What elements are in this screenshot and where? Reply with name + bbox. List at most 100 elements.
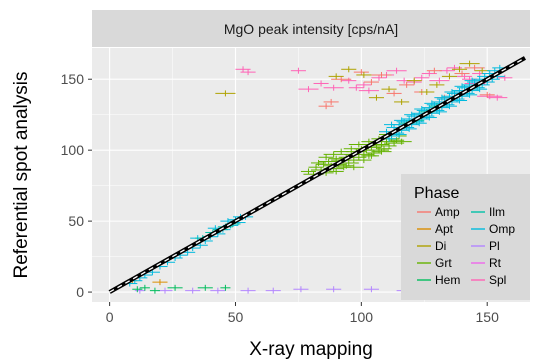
data-point-grt <box>371 148 392 155</box>
data-point-spl <box>298 86 319 93</box>
data-point-hem <box>149 287 160 294</box>
data-point-omp <box>444 88 460 95</box>
data-points <box>122 60 513 294</box>
data-point-grt <box>311 159 327 166</box>
data-point-amp <box>323 98 339 105</box>
data-point-pl <box>265 287 281 294</box>
data-point-di <box>328 73 344 80</box>
legend-label-pl: Pl <box>489 239 500 253</box>
x-axis-ticks: 0 50 100 150 <box>106 302 499 325</box>
legend-label-ilm: Ilm <box>489 205 505 219</box>
legend-label-amp: Amp <box>435 205 460 219</box>
data-point-di <box>406 77 422 84</box>
data-point-pl <box>185 287 201 294</box>
data-point-hem <box>220 284 231 291</box>
data-point-hem <box>167 284 183 291</box>
data-point-omp <box>464 77 480 84</box>
data-point-grt <box>384 140 405 147</box>
title-strip <box>92 10 530 47</box>
data-point-pl <box>293 286 309 293</box>
data-point-hem <box>132 286 143 293</box>
minor-gridlines <box>92 48 530 302</box>
data-point-spl <box>290 67 306 74</box>
data-point-spl <box>313 80 329 87</box>
legend-background <box>401 174 530 300</box>
data-point-pl <box>240 287 256 294</box>
y-axis-ticks: 0 50 100 150 <box>61 71 92 300</box>
data-point-spl <box>386 67 407 74</box>
data-point-grt <box>318 154 334 161</box>
data-point-spl <box>429 77 450 84</box>
data-point-grt <box>333 148 349 155</box>
data-point-amp <box>353 69 369 76</box>
data-point-di <box>419 88 435 95</box>
data-point-grt <box>391 138 412 145</box>
data-point-grt <box>363 152 379 159</box>
legend-label-di: Di <box>435 239 446 253</box>
data-point-amp <box>464 64 485 71</box>
legend-items: Amp Apt Di Grt Hem Ilm Omp Pl Rt Spl <box>417 205 515 287</box>
legend-label-grt: Grt <box>435 256 452 270</box>
y-tick-label: 150 <box>61 71 85 87</box>
data-point-spl <box>487 94 508 101</box>
reference-lines <box>108 56 526 294</box>
data-point-omp <box>404 111 420 118</box>
data-point-spl <box>477 93 503 100</box>
data-point-hem <box>139 284 150 291</box>
data-point-omp <box>434 94 450 101</box>
data-point-amp <box>331 76 352 83</box>
data-point-spl <box>497 74 513 81</box>
data-point-grt <box>338 162 354 169</box>
data-point-di <box>356 71 372 78</box>
data-point-di <box>429 81 445 88</box>
data-point-omp <box>421 114 437 121</box>
x-tick-label: 50 <box>228 309 244 325</box>
x-axis-title: X-ray mapping <box>249 339 373 360</box>
data-point-spl <box>371 74 387 81</box>
data-point-grt <box>318 158 339 165</box>
data-point-omp <box>391 131 407 138</box>
data-point-di <box>215 90 236 97</box>
data-point-di <box>451 66 468 73</box>
y-tick-label: 100 <box>61 142 85 158</box>
data-point-grt <box>368 147 390 154</box>
data-point-di <box>341 66 357 73</box>
data-point-grt <box>343 164 364 171</box>
data-point-di <box>459 60 480 67</box>
legend-label-rt: Rt <box>489 256 502 270</box>
legend-label-omp: Omp <box>489 222 515 236</box>
legend-title: Phase <box>414 185 459 202</box>
data-point-spl <box>240 69 256 76</box>
data-point-di <box>381 86 397 93</box>
data-point-hem <box>197 284 213 291</box>
legend-label-apt: Apt <box>435 222 454 236</box>
data-point-pl <box>363 286 379 293</box>
data-point-di <box>368 94 384 101</box>
data-point-pl <box>210 287 226 294</box>
data-point-spl <box>414 74 430 81</box>
regression-line <box>109 57 526 293</box>
data-point-amp <box>426 67 442 74</box>
data-point-apt <box>152 279 168 286</box>
data-point-grt <box>356 157 372 164</box>
data-point-grt <box>328 168 344 175</box>
legend-label-spl: Spl <box>489 273 506 287</box>
data-point-omp <box>462 91 478 98</box>
y-tick-label: 0 <box>76 284 84 300</box>
data-point-amp <box>318 103 334 110</box>
data-point-amp <box>454 70 470 77</box>
x-tick-label: 0 <box>106 309 114 325</box>
y-axis-title: Referential spot analysis <box>11 72 32 279</box>
x-tick-label: 150 <box>476 309 500 325</box>
x-tick-label: 100 <box>350 309 374 325</box>
data-point-di <box>441 73 457 80</box>
data-point-amp <box>371 71 392 78</box>
data-point-amp <box>399 81 415 88</box>
data-point-spl <box>356 81 372 88</box>
data-point-amp <box>479 91 495 98</box>
data-point-amp <box>386 90 402 97</box>
data-point-omp <box>451 97 468 104</box>
chart-title: MgO peak intensity [cps/nA] <box>224 21 398 37</box>
data-point-amp <box>363 79 379 86</box>
